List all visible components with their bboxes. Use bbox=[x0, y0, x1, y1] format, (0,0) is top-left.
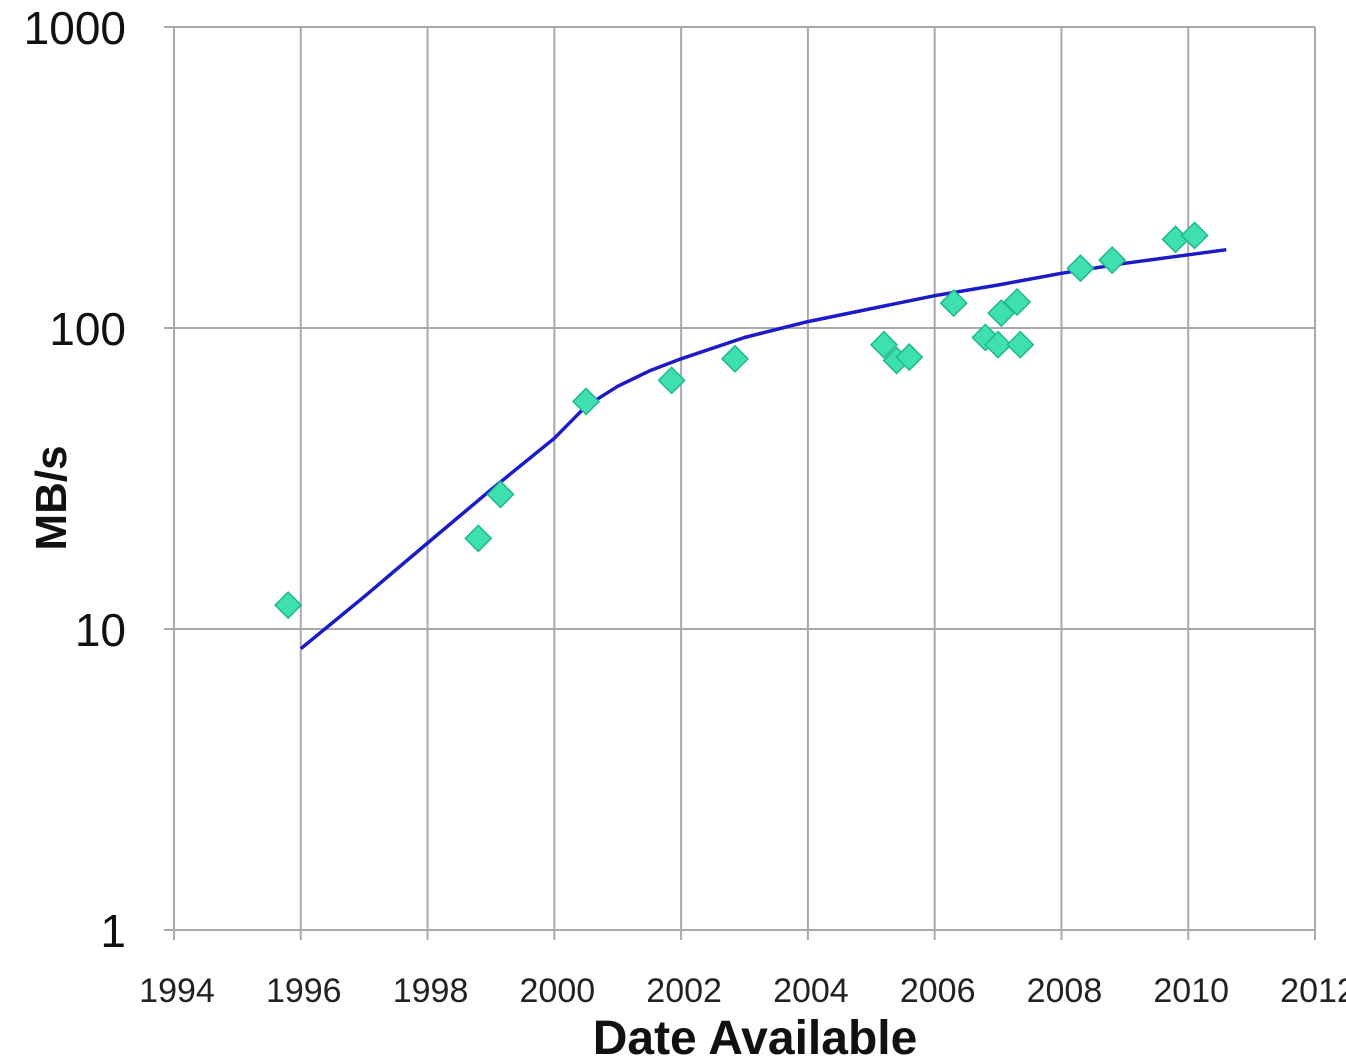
x-axis-title: Date Available bbox=[593, 1012, 918, 1059]
y-tick-label: 10 bbox=[75, 604, 126, 656]
x-tick-label: 2010 bbox=[1153, 972, 1229, 1010]
data-point bbox=[1006, 330, 1035, 359]
y-axis-title: MB/s bbox=[27, 445, 76, 550]
y-tick-label: 100 bbox=[49, 303, 126, 355]
data-point bbox=[274, 591, 303, 620]
data-point bbox=[657, 366, 686, 395]
data-point bbox=[1003, 287, 1032, 317]
data-point bbox=[1180, 221, 1209, 250]
x-tick-label: 2004 bbox=[773, 972, 849, 1010]
y-tick-label: 1 bbox=[100, 905, 126, 957]
data-point bbox=[869, 330, 899, 359]
y-tick-label: 1000 bbox=[24, 2, 126, 54]
x-tick-label: 1998 bbox=[393, 972, 469, 1010]
x-tick-label: 2008 bbox=[1027, 972, 1103, 1010]
data-point bbox=[571, 387, 601, 416]
trend-line bbox=[299, 247, 1227, 651]
data-point bbox=[1098, 246, 1127, 275]
data-point bbox=[939, 289, 968, 318]
data-point bbox=[464, 524, 493, 553]
data-point bbox=[983, 330, 1013, 359]
x-tick-label: 2000 bbox=[520, 972, 596, 1010]
x-tick-label: 2002 bbox=[646, 972, 722, 1010]
x-tick-label: 2012 bbox=[1280, 972, 1346, 1010]
x-tick-label: 2006 bbox=[900, 972, 976, 1010]
data-point bbox=[486, 480, 515, 509]
data-point bbox=[971, 323, 1000, 352]
x-tick-label: 1996 bbox=[266, 972, 342, 1010]
data-point bbox=[1066, 254, 1095, 283]
data-point bbox=[895, 343, 924, 372]
data-point bbox=[720, 344, 750, 373]
x-tick-label: 1994 bbox=[139, 972, 215, 1010]
